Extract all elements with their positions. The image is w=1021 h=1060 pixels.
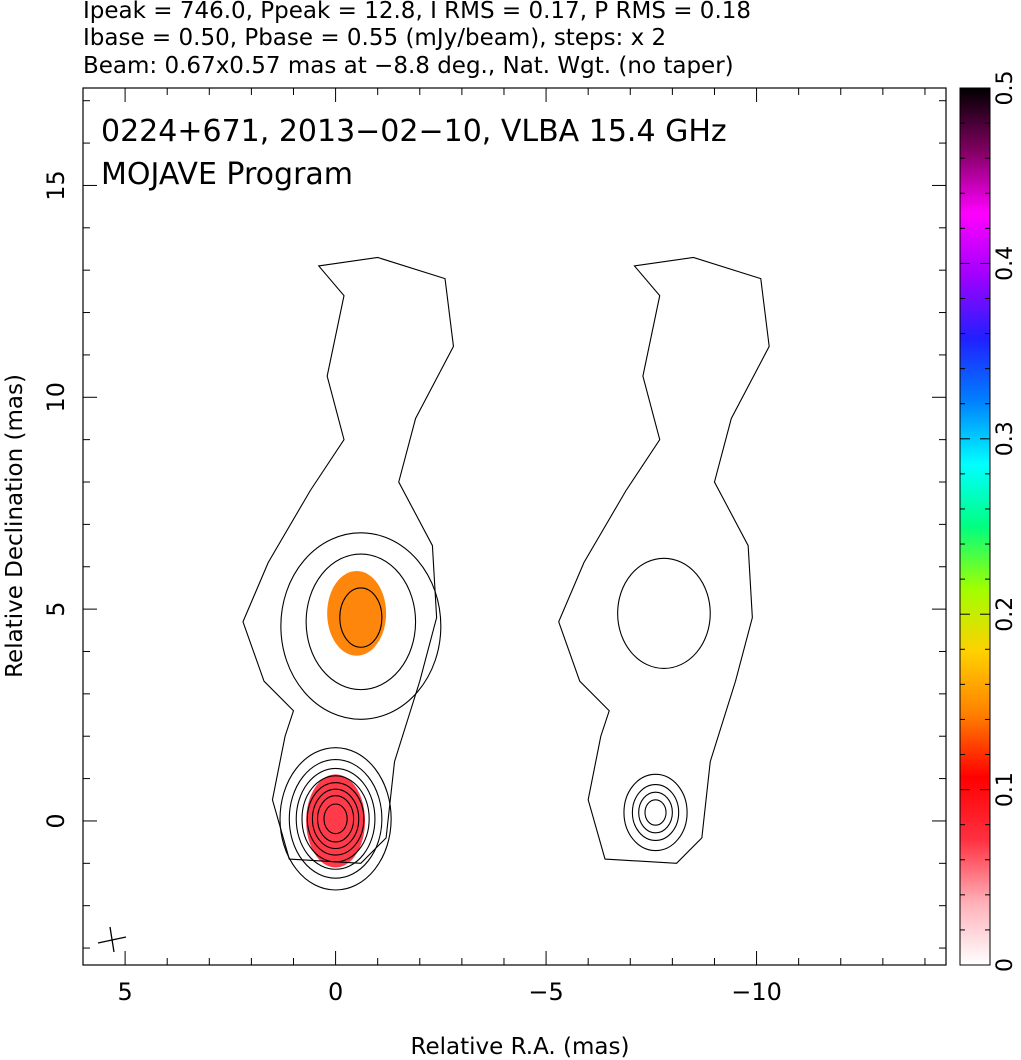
pol-region-core: [306, 774, 366, 868]
pol-envelope: [558, 256, 770, 864]
colorbar-tick-label: 0.2: [993, 597, 1018, 632]
colorbar-tick-label: 0.3: [993, 421, 1018, 456]
y-tick-label: 10: [42, 382, 70, 413]
total-intensity-contours: [242, 256, 770, 891]
core-contour: [316, 795, 355, 843]
x-axis-label: Relative R.A. (mas): [411, 1034, 630, 1060]
x-tick-label: 5: [117, 978, 132, 1006]
y-tick-label: 0: [42, 813, 70, 828]
colorbar-ticks: 0 0.1 0.2 0.3 0.4 0.5: [960, 71, 1018, 972]
colorbar-tick-label: 0.4: [993, 246, 1018, 281]
pol-region-jet-knot: [327, 570, 387, 656]
axis-tick-labels: 5 0 −5 −10 0 5 10 15: [42, 170, 782, 1006]
y-tick-label: 5: [42, 601, 70, 616]
knot-contour: [339, 587, 383, 648]
jet-envelope: [242, 256, 455, 864]
colorbar-tick-label: 0.5: [993, 71, 1018, 106]
pol-core-contour: [644, 799, 667, 826]
header-line-3: Beam: 0.67x0.57 mas at −8.8 deg., Nat. W…: [83, 53, 734, 79]
chart-title: 0224+671, 2013−02−10, VLBA 15.4 GHz: [101, 114, 727, 149]
colorbar-tick-label: 0: [993, 958, 1018, 972]
colorbar: [959, 87, 991, 966]
x-tick-label: −10: [731, 978, 782, 1006]
y-tick-label: 15: [42, 170, 70, 201]
core-contour: [295, 767, 376, 870]
x-tick-label: −5: [528, 978, 563, 1006]
plot-frame: [82, 87, 947, 966]
beam-marker: [97, 926, 127, 953]
core-contour: [323, 803, 348, 835]
header-line-1: Ipeak = 746.0, Ppeak = 12.8, I RMS = 0.1…: [83, 0, 751, 24]
core-contour: [306, 782, 365, 856]
core-contour: [288, 758, 383, 879]
x-tick-label: 0: [328, 978, 343, 1006]
pol-core-contour: [623, 773, 688, 852]
knot-contour: [280, 532, 442, 720]
plot-titles: 0224+671, 2013−02−10, VLBA 15.4 GHz MOJA…: [101, 114, 727, 192]
chart-subtitle: MOJAVE Program: [101, 157, 353, 192]
colorbar-tick-label: 0.1: [993, 772, 1018, 807]
pol-core-contour: [631, 783, 680, 841]
knot-contour: [305, 553, 417, 691]
header-line-2: Ibase = 0.50, Pbase = 0.55 (mJy/beam), s…: [83, 25, 666, 51]
y-axis-label: Relative Declination (mas): [2, 374, 28, 678]
header-lines: Ipeak = 746.0, Ppeak = 12.8, I RMS = 0.1…: [83, 0, 751, 79]
pol-core-contour: [638, 791, 673, 834]
core-contour: [279, 747, 392, 891]
pol-knot-contour: [617, 557, 711, 669]
core-contour: [311, 788, 360, 850]
axis-ticks: [82, 88, 946, 965]
